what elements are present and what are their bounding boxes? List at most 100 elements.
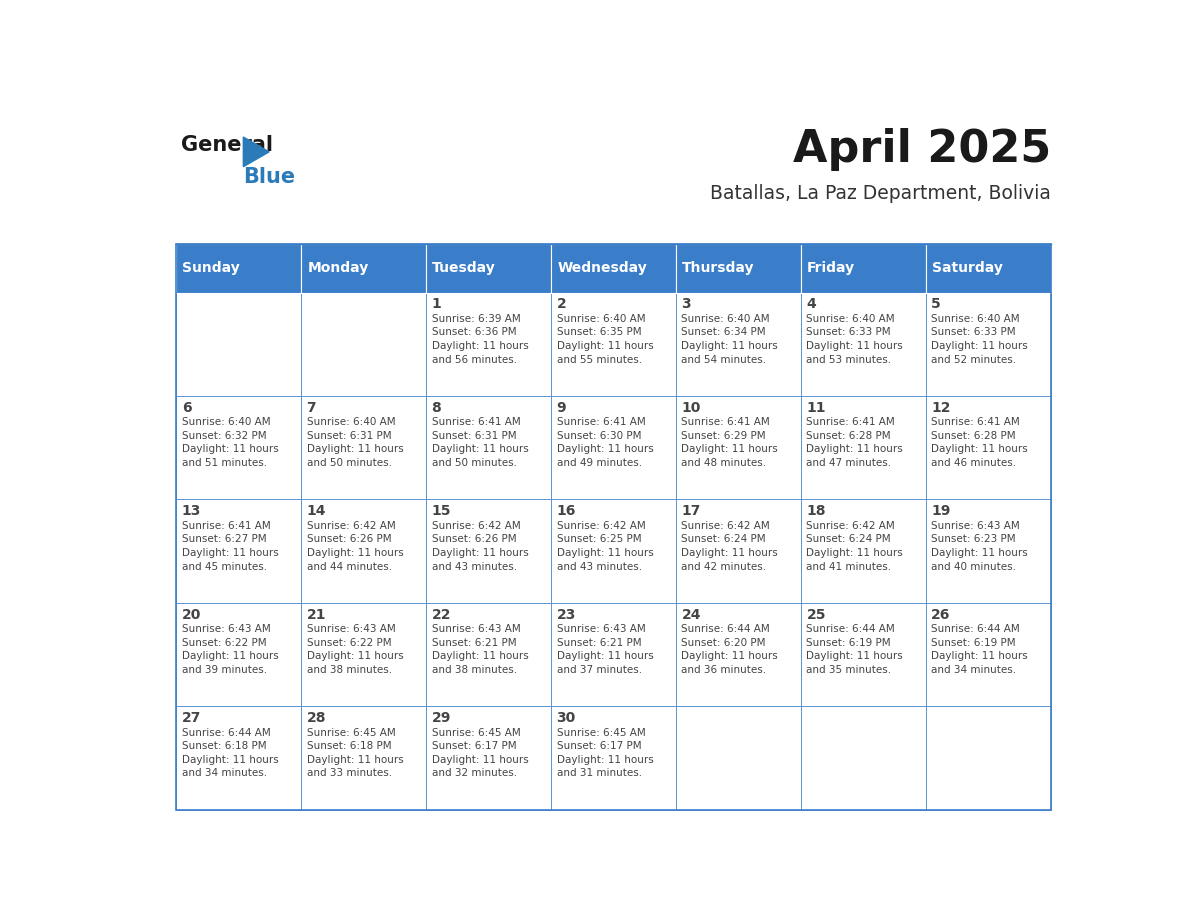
- Text: Sunrise: 6:45 AM
Sunset: 6:18 PM
Daylight: 11 hours
and 33 minutes.: Sunrise: 6:45 AM Sunset: 6:18 PM Dayligh…: [307, 728, 404, 778]
- Text: Sunrise: 6:42 AM
Sunset: 6:25 PM
Daylight: 11 hours
and 43 minutes.: Sunrise: 6:42 AM Sunset: 6:25 PM Dayligh…: [556, 521, 653, 572]
- Text: Sunrise: 6:42 AM
Sunset: 6:24 PM
Daylight: 11 hours
and 41 minutes.: Sunrise: 6:42 AM Sunset: 6:24 PM Dayligh…: [807, 521, 903, 572]
- Text: 5: 5: [931, 297, 941, 311]
- Text: Blue: Blue: [244, 167, 296, 186]
- Text: 19: 19: [931, 505, 950, 519]
- Text: Sunrise: 6:44 AM
Sunset: 6:19 PM
Daylight: 11 hours
and 35 minutes.: Sunrise: 6:44 AM Sunset: 6:19 PM Dayligh…: [807, 624, 903, 675]
- Text: Sunrise: 6:41 AM
Sunset: 6:28 PM
Daylight: 11 hours
and 47 minutes.: Sunrise: 6:41 AM Sunset: 6:28 PM Dayligh…: [807, 417, 903, 468]
- Text: April 2025: April 2025: [792, 128, 1051, 171]
- Bar: [301, 244, 426, 293]
- Text: Friday: Friday: [807, 262, 855, 275]
- Bar: [301, 707, 426, 810]
- Bar: [676, 396, 801, 499]
- Bar: [801, 499, 925, 603]
- Bar: [801, 707, 925, 810]
- Bar: [551, 293, 676, 396]
- Text: 2: 2: [556, 297, 567, 311]
- Text: 20: 20: [182, 608, 201, 621]
- Text: 4: 4: [807, 297, 816, 311]
- Text: 28: 28: [307, 711, 326, 725]
- Bar: [301, 499, 426, 603]
- Bar: [925, 396, 1051, 499]
- Text: 1: 1: [431, 297, 441, 311]
- Bar: [925, 293, 1051, 396]
- Text: Sunrise: 6:43 AM
Sunset: 6:23 PM
Daylight: 11 hours
and 40 minutes.: Sunrise: 6:43 AM Sunset: 6:23 PM Dayligh…: [931, 521, 1028, 572]
- Bar: [176, 396, 301, 499]
- Bar: [176, 499, 301, 603]
- Text: Sunrise: 6:44 AM
Sunset: 6:19 PM
Daylight: 11 hours
and 34 minutes.: Sunrise: 6:44 AM Sunset: 6:19 PM Dayligh…: [931, 624, 1028, 675]
- Bar: [551, 244, 676, 293]
- Bar: [301, 293, 426, 396]
- Bar: [426, 603, 551, 707]
- Text: Sunrise: 6:42 AM
Sunset: 6:26 PM
Daylight: 11 hours
and 43 minutes.: Sunrise: 6:42 AM Sunset: 6:26 PM Dayligh…: [431, 521, 529, 572]
- Bar: [551, 707, 676, 810]
- Text: Sunrise: 6:45 AM
Sunset: 6:17 PM
Daylight: 11 hours
and 32 minutes.: Sunrise: 6:45 AM Sunset: 6:17 PM Dayligh…: [431, 728, 529, 778]
- Text: Sunrise: 6:41 AM
Sunset: 6:29 PM
Daylight: 11 hours
and 48 minutes.: Sunrise: 6:41 AM Sunset: 6:29 PM Dayligh…: [682, 417, 778, 468]
- Text: Tuesday: Tuesday: [432, 262, 497, 275]
- Bar: [551, 603, 676, 707]
- Bar: [551, 499, 676, 603]
- Text: Sunrise: 6:44 AM
Sunset: 6:18 PM
Daylight: 11 hours
and 34 minutes.: Sunrise: 6:44 AM Sunset: 6:18 PM Dayligh…: [182, 728, 278, 778]
- Bar: [801, 244, 925, 293]
- Bar: [426, 499, 551, 603]
- Bar: [176, 244, 1051, 810]
- Text: Thursday: Thursday: [682, 262, 754, 275]
- Text: Sunrise: 6:41 AM
Sunset: 6:31 PM
Daylight: 11 hours
and 50 minutes.: Sunrise: 6:41 AM Sunset: 6:31 PM Dayligh…: [431, 417, 529, 468]
- Text: Sunday: Sunday: [183, 262, 240, 275]
- Text: Sunrise: 6:39 AM
Sunset: 6:36 PM
Daylight: 11 hours
and 56 minutes.: Sunrise: 6:39 AM Sunset: 6:36 PM Dayligh…: [431, 314, 529, 364]
- Bar: [925, 499, 1051, 603]
- Bar: [925, 244, 1051, 293]
- Text: Saturday: Saturday: [933, 262, 1003, 275]
- Bar: [176, 707, 301, 810]
- Text: Sunrise: 6:40 AM
Sunset: 6:33 PM
Daylight: 11 hours
and 53 minutes.: Sunrise: 6:40 AM Sunset: 6:33 PM Dayligh…: [807, 314, 903, 364]
- Bar: [426, 396, 551, 499]
- Bar: [801, 293, 925, 396]
- Bar: [801, 396, 925, 499]
- Bar: [676, 603, 801, 707]
- Text: 12: 12: [931, 401, 950, 415]
- Text: 18: 18: [807, 505, 826, 519]
- Text: Sunrise: 6:43 AM
Sunset: 6:21 PM
Daylight: 11 hours
and 37 minutes.: Sunrise: 6:43 AM Sunset: 6:21 PM Dayligh…: [556, 624, 653, 675]
- Bar: [676, 244, 801, 293]
- Text: Sunrise: 6:42 AM
Sunset: 6:24 PM
Daylight: 11 hours
and 42 minutes.: Sunrise: 6:42 AM Sunset: 6:24 PM Dayligh…: [682, 521, 778, 572]
- Text: 29: 29: [431, 711, 451, 725]
- Bar: [676, 499, 801, 603]
- Text: 10: 10: [682, 401, 701, 415]
- Bar: [426, 707, 551, 810]
- Text: Sunrise: 6:43 AM
Sunset: 6:22 PM
Daylight: 11 hours
and 38 minutes.: Sunrise: 6:43 AM Sunset: 6:22 PM Dayligh…: [307, 624, 404, 675]
- Text: 9: 9: [556, 401, 567, 415]
- Text: 6: 6: [182, 401, 191, 415]
- Text: Sunrise: 6:40 AM
Sunset: 6:32 PM
Daylight: 11 hours
and 51 minutes.: Sunrise: 6:40 AM Sunset: 6:32 PM Dayligh…: [182, 417, 278, 468]
- Text: 11: 11: [807, 401, 826, 415]
- Text: 8: 8: [431, 401, 441, 415]
- Bar: [426, 293, 551, 396]
- Text: 3: 3: [682, 297, 691, 311]
- Text: 23: 23: [556, 608, 576, 621]
- Bar: [676, 707, 801, 810]
- Text: Sunrise: 6:41 AM
Sunset: 6:30 PM
Daylight: 11 hours
and 49 minutes.: Sunrise: 6:41 AM Sunset: 6:30 PM Dayligh…: [556, 417, 653, 468]
- Text: 13: 13: [182, 505, 201, 519]
- Text: 15: 15: [431, 505, 451, 519]
- Text: 24: 24: [682, 608, 701, 621]
- Text: Batallas, La Paz Department, Bolivia: Batallas, La Paz Department, Bolivia: [710, 185, 1051, 204]
- Text: Monday: Monday: [308, 262, 368, 275]
- Text: 17: 17: [682, 505, 701, 519]
- Text: 22: 22: [431, 608, 451, 621]
- Text: General: General: [181, 135, 273, 155]
- Text: 14: 14: [307, 505, 326, 519]
- Bar: [426, 244, 551, 293]
- Text: Sunrise: 6:41 AM
Sunset: 6:28 PM
Daylight: 11 hours
and 46 minutes.: Sunrise: 6:41 AM Sunset: 6:28 PM Dayligh…: [931, 417, 1028, 468]
- Text: Sunrise: 6:41 AM
Sunset: 6:27 PM
Daylight: 11 hours
and 45 minutes.: Sunrise: 6:41 AM Sunset: 6:27 PM Dayligh…: [182, 521, 278, 572]
- Text: Sunrise: 6:44 AM
Sunset: 6:20 PM
Daylight: 11 hours
and 36 minutes.: Sunrise: 6:44 AM Sunset: 6:20 PM Dayligh…: [682, 624, 778, 675]
- Bar: [301, 396, 426, 499]
- Bar: [301, 603, 426, 707]
- Bar: [925, 707, 1051, 810]
- Bar: [801, 603, 925, 707]
- Text: Sunrise: 6:40 AM
Sunset: 6:31 PM
Daylight: 11 hours
and 50 minutes.: Sunrise: 6:40 AM Sunset: 6:31 PM Dayligh…: [307, 417, 404, 468]
- Text: 16: 16: [556, 505, 576, 519]
- Bar: [551, 396, 676, 499]
- Text: Sunrise: 6:40 AM
Sunset: 6:33 PM
Daylight: 11 hours
and 52 minutes.: Sunrise: 6:40 AM Sunset: 6:33 PM Dayligh…: [931, 314, 1028, 364]
- Bar: [176, 293, 301, 396]
- Text: 7: 7: [307, 401, 316, 415]
- Text: Sunrise: 6:43 AM
Sunset: 6:21 PM
Daylight: 11 hours
and 38 minutes.: Sunrise: 6:43 AM Sunset: 6:21 PM Dayligh…: [431, 624, 529, 675]
- Bar: [925, 603, 1051, 707]
